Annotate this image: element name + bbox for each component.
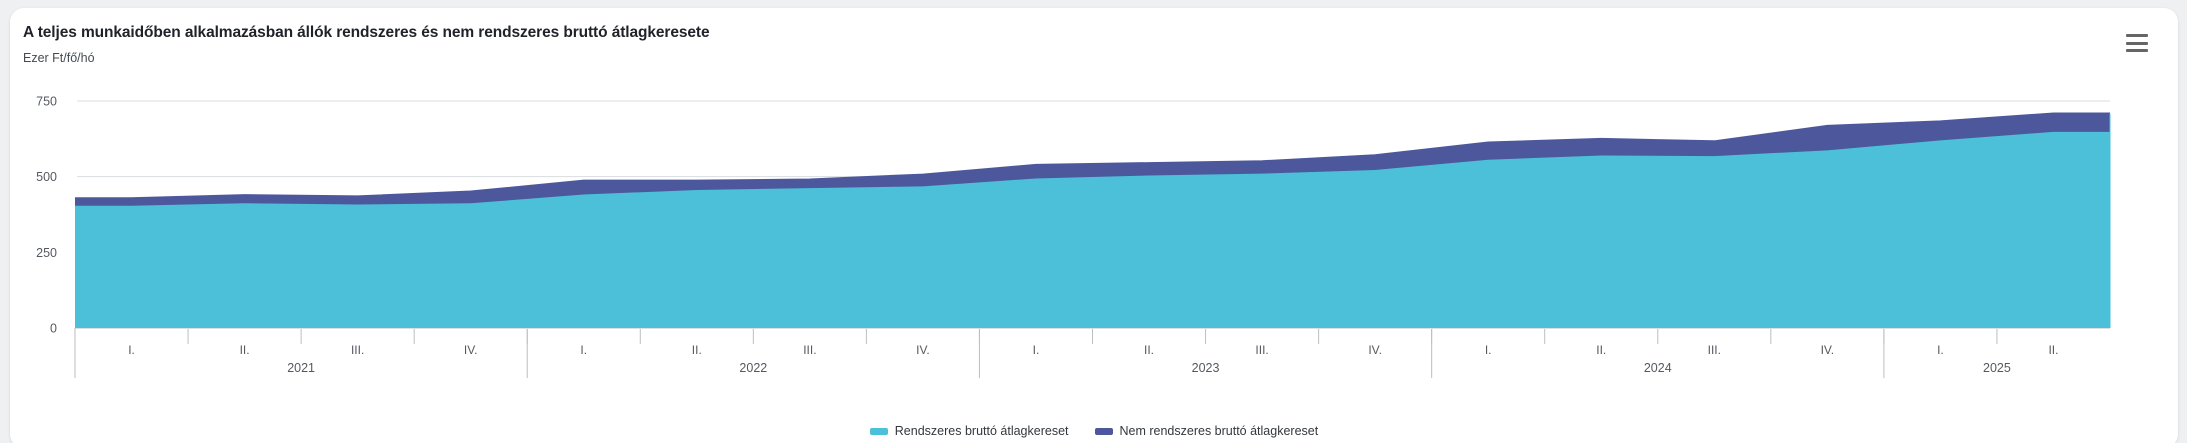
legend-swatch-nem-rendszeres — [1094, 427, 1113, 435]
area-series-group — [75, 112, 2110, 328]
x-axis-quarter-label: I. — [1485, 343, 1492, 357]
x-axis-year-label: 2023 — [1192, 361, 1220, 375]
x-axis-quarter-label: III. — [1255, 343, 1268, 357]
x-axis-quarter-label: II. — [692, 343, 702, 357]
x-axis-quarter-label: I. — [1937, 343, 1944, 357]
x-axis-quarter-label: IV. — [1368, 343, 1382, 357]
x-axis-quarter-label: III. — [1708, 343, 1721, 357]
x-axis-quarter-label: II. — [240, 343, 250, 357]
y-axis-tick-label: 250 — [36, 246, 57, 260]
x-axis-quarter-label: II. — [1596, 343, 1606, 357]
chart-legend: Rendszeres bruttó átlagkereset Nem rends… — [10, 424, 2178, 438]
y-axis-tick-label: 500 — [36, 170, 57, 184]
x-axis-quarter-label: I. — [128, 343, 135, 357]
legend-swatch-rendszeres — [869, 427, 888, 435]
menu-bar-1 — [2126, 34, 2148, 37]
x-axis-quarter-label: IV. — [916, 343, 930, 357]
hamburger-menu-icon[interactable] — [2126, 32, 2152, 54]
legend-label-nem-rendszeres: Nem rendszeres bruttó átlagkereset — [1119, 424, 1319, 438]
x-axis-year-label: 2025 — [1983, 361, 2011, 375]
x-axis-quarter-label: II. — [2048, 343, 2058, 357]
y-axis-tick-label: 750 — [36, 95, 57, 109]
page-title: A teljes munkaidőben alkalmazásban állók… — [23, 24, 710, 41]
legend-item-rendszeres[interactable]: Rendszeres bruttó átlagkereset — [869, 424, 1069, 438]
legend-item-nem-rendszeres[interactable]: Nem rendszeres bruttó átlagkereset — [1094, 424, 1319, 438]
y-axis-tick-label: 0 — [50, 322, 57, 336]
area-series-2[interactable] — [75, 113, 2110, 206]
area-series-line-2 — [75, 112, 2110, 200]
stacked-area-chart: 0 250 500 750 I. II. III. IV. I. II. III. IV. I. II. I… — [36, 95, 2111, 378]
x-axis-year-label: 2022 — [739, 361, 767, 375]
x-axis-quarter-label: II. — [1144, 343, 1154, 357]
x-axis-quarter-label: IV. — [464, 343, 478, 357]
x-axis-quarter-label: I. — [580, 343, 587, 357]
menu-bar-2 — [2126, 41, 2148, 45]
x-axis-quarter-label: IV. — [1821, 343, 1835, 357]
x-axis-quarter-label: III. — [803, 343, 816, 357]
x-axis-year-label: 2024 — [1644, 361, 1672, 375]
x-axis-quarter-label: I. — [1033, 343, 1040, 357]
x-axis-year-label: 2021 — [287, 361, 315, 375]
menu-bar-3 — [2126, 49, 2148, 52]
area-series-1[interactable] — [75, 131, 2110, 328]
chart-card: A teljes munkaidőben alkalmazásban állók… — [10, 8, 2178, 443]
legend-label-rendszeres: Rendszeres bruttó átlagkereset — [894, 424, 1069, 438]
x-axis-quarter-label: III. — [351, 343, 364, 357]
y-axis-unit-label: Ezer Ft/fő/hó — [23, 51, 95, 65]
